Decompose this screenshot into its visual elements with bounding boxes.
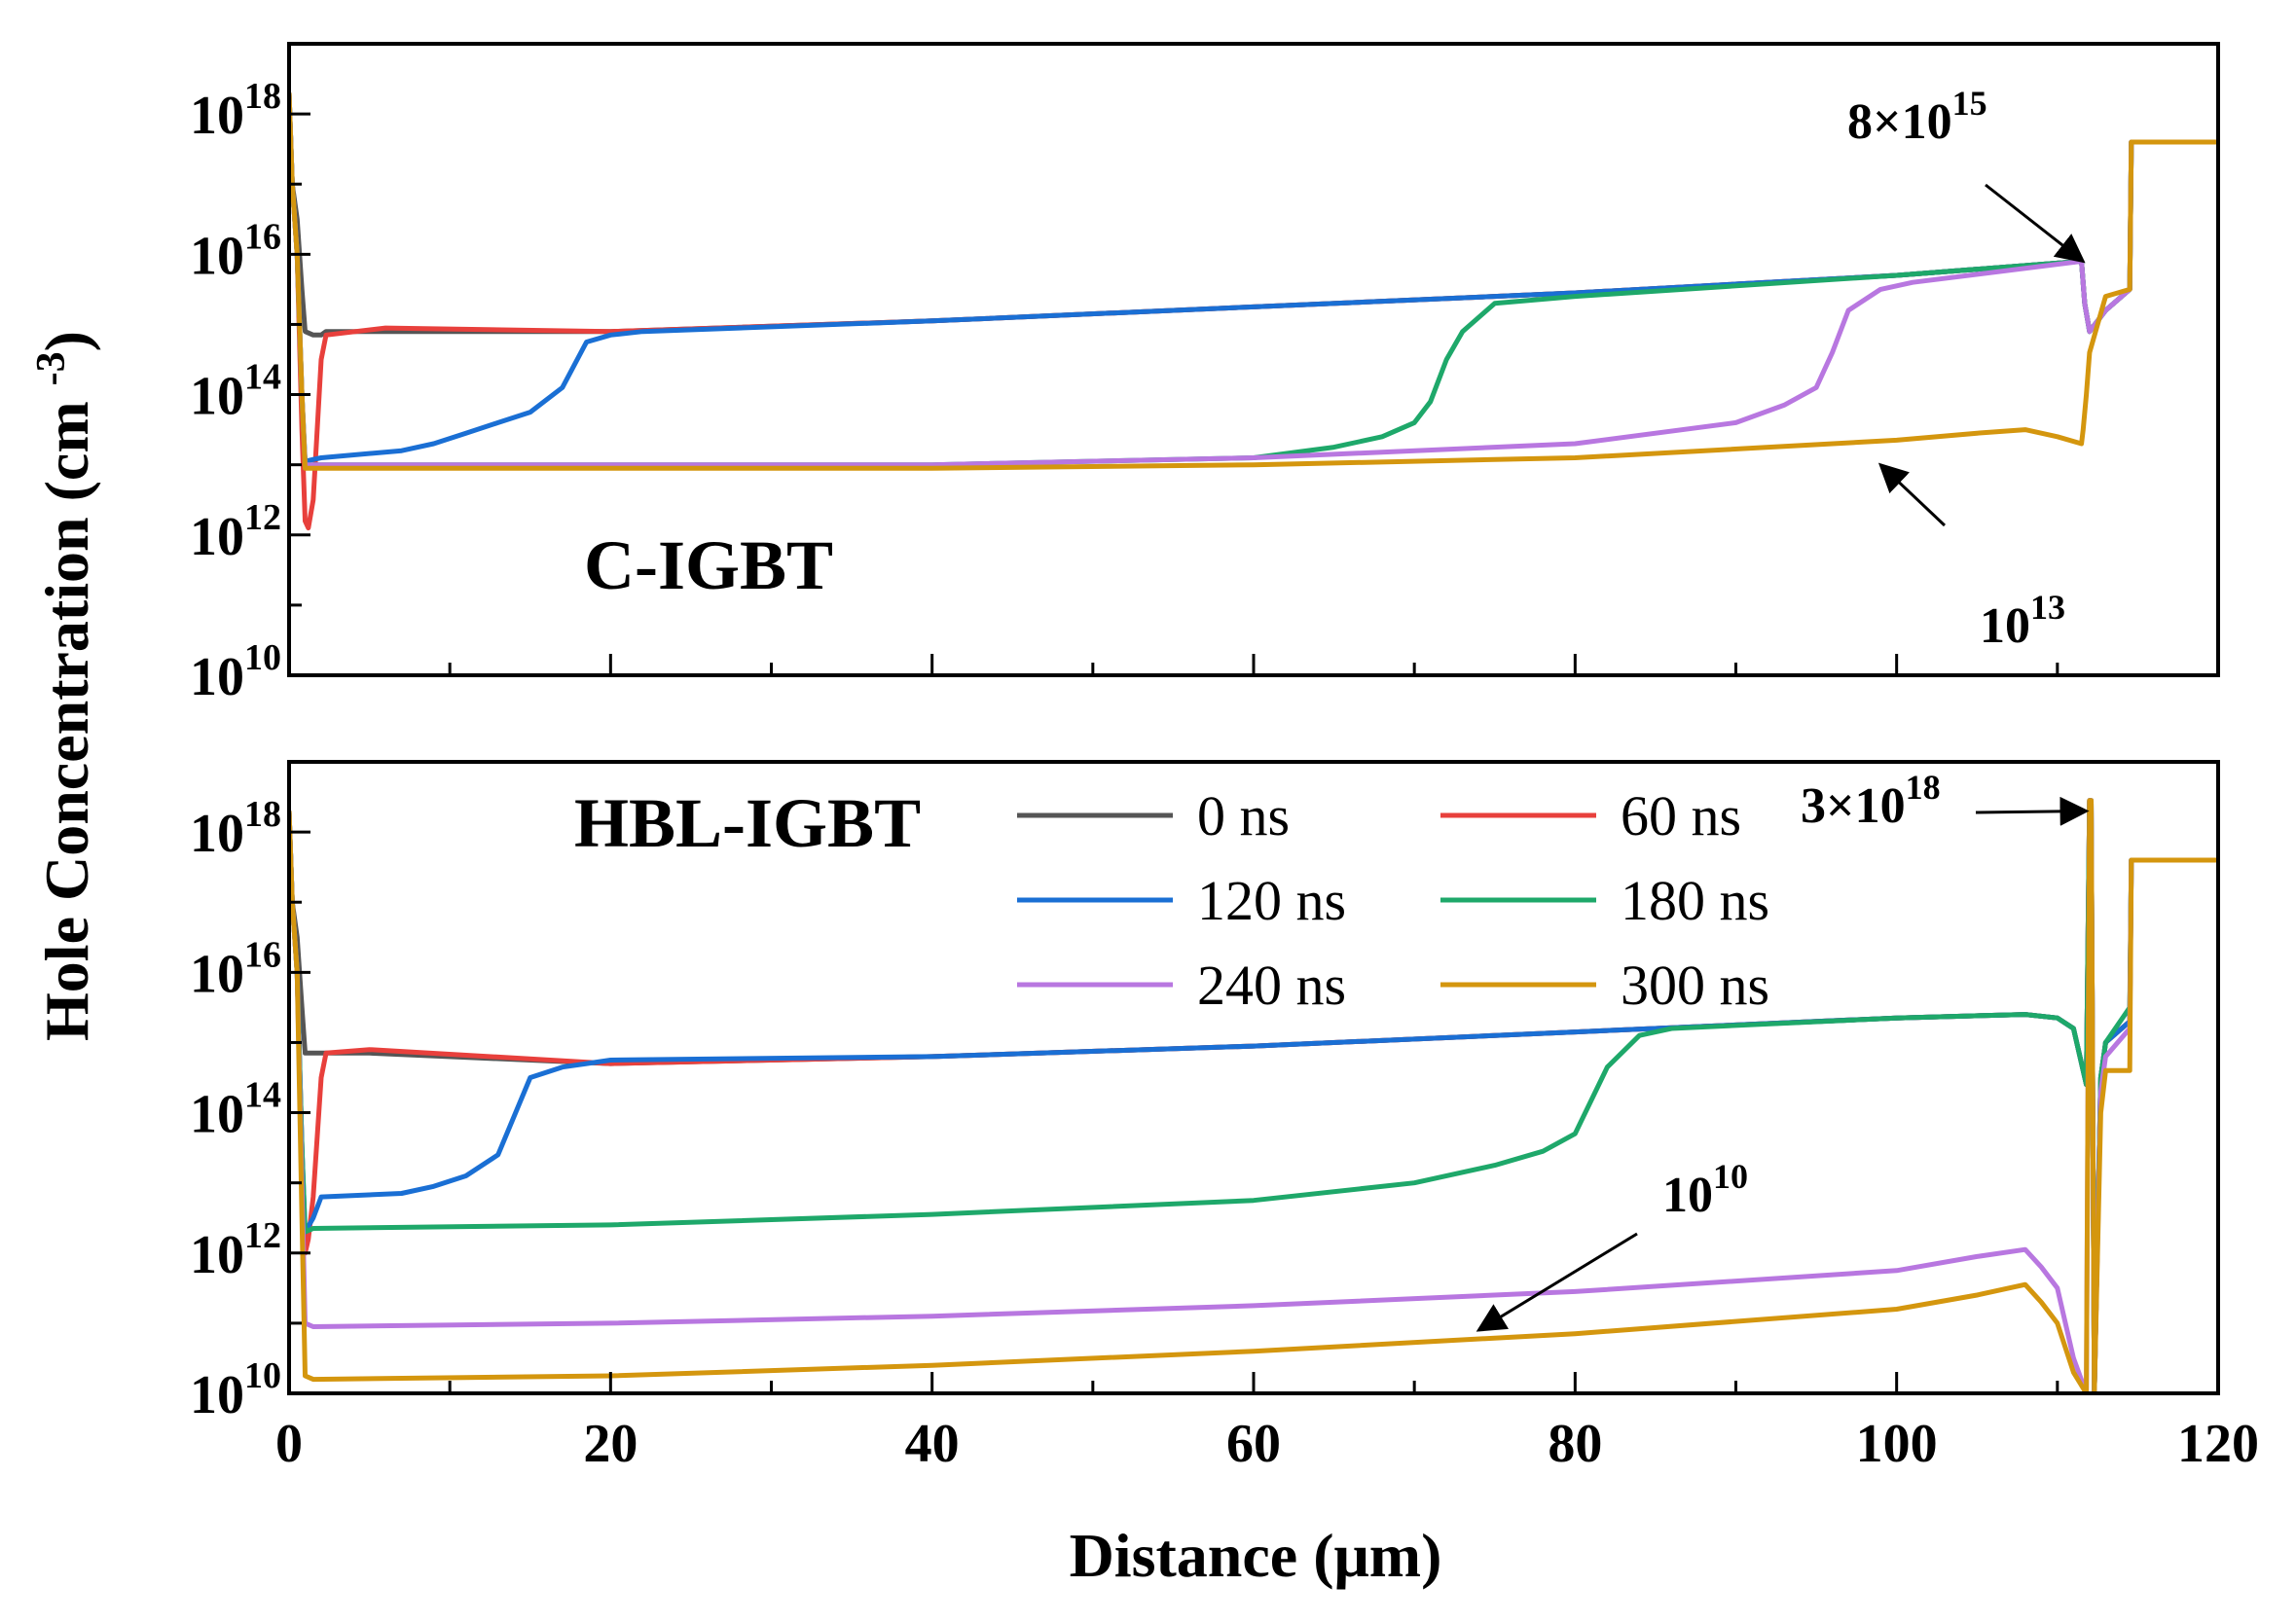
legend-label: 60 ns <box>1621 784 1741 847</box>
annotation-arrow <box>1476 1232 1638 1332</box>
x-axis-title: Distance (μm) <box>1070 1521 1442 1590</box>
y-tick-label: 1018 <box>190 794 281 864</box>
legend-label: 240 ns <box>1197 954 1346 1017</box>
annotation-base: 8×10 <box>1847 94 1952 150</box>
y-tick-label: 1014 <box>190 357 281 427</box>
y-axis-title: Hole Concentration (cm -3) <box>29 331 101 1041</box>
y-tick-base: 10 <box>190 804 244 864</box>
y-axis-title-exponent: -3 <box>29 351 74 385</box>
y-tick-label: 1010 <box>190 1355 281 1425</box>
y-tick-exponent: 10 <box>244 1355 281 1396</box>
y-tick-label: 1016 <box>190 216 281 286</box>
y-tick-base: 10 <box>190 1365 244 1425</box>
annotation-exponent: 18 <box>1906 768 1941 807</box>
y-axis-title-close: ) <box>32 331 101 351</box>
y-tick-label: 1018 <box>190 76 281 146</box>
legend-label: 300 ns <box>1621 954 1769 1017</box>
series-line-120-ns <box>289 798 2218 1393</box>
y-tick-exponent: 16 <box>244 934 281 975</box>
annotation-label: 8×1015 <box>1847 84 1987 150</box>
y-tick-exponent: 12 <box>244 497 281 538</box>
x-tick-label: 40 <box>905 1414 960 1474</box>
annotation-exponent: 13 <box>2030 588 2065 627</box>
x-tick-label: 60 <box>1226 1414 1281 1474</box>
annotation-label: 1013 <box>1980 588 2065 654</box>
y-tick-base: 10 <box>190 226 244 286</box>
y-tick-base: 10 <box>190 944 244 1004</box>
y-tick-exponent: 18 <box>244 794 281 835</box>
annotation-label: 3×1018 <box>1801 768 1941 834</box>
annotation-arrow <box>1975 796 2090 826</box>
x-tick-label: 80 <box>1548 1414 1602 1474</box>
y-tick-label: 1012 <box>190 1215 281 1285</box>
y-tick-base: 10 <box>190 507 244 567</box>
series-line-300-ns <box>289 798 2218 1393</box>
y-axis-title-text: Hole Concentration (cm <box>32 401 101 1041</box>
panel-title: C-IGBT <box>584 526 833 604</box>
series-group <box>289 92 2218 531</box>
series-group <box>289 798 2218 1393</box>
svg-text:Hole Concentration (cm -3): Hole Concentration (cm -3) <box>29 331 101 1041</box>
y-tick-base: 10 <box>190 1085 244 1145</box>
x-tick-label: 0 <box>275 1414 303 1474</box>
legend-label: 180 ns <box>1621 869 1769 932</box>
x-tick-label: 120 <box>2177 1414 2259 1474</box>
legend-label: 0 ns <box>1197 784 1290 847</box>
y-tick-base: 10 <box>190 1225 244 1285</box>
y-tick-exponent: 14 <box>244 1075 281 1116</box>
annotation-exponent: 10 <box>1713 1157 1748 1196</box>
annotation-base: 10 <box>1980 598 2030 654</box>
y-tick-base: 10 <box>190 367 244 427</box>
y-tick-label: 1012 <box>190 497 281 567</box>
series-line-300-ns <box>289 92 2218 471</box>
y-tick-label: 1010 <box>190 637 281 707</box>
annotation-exponent: 15 <box>1952 84 1987 123</box>
y-tick-exponent: 16 <box>244 216 281 257</box>
annotation-arrow <box>1877 462 1947 527</box>
y-tick-exponent: 12 <box>244 1215 281 1256</box>
x-tick-label: 20 <box>583 1414 638 1474</box>
legend-label: 120 ns <box>1197 869 1346 932</box>
y-tick-exponent: 18 <box>244 76 281 117</box>
y-tick-exponent: 10 <box>244 637 281 678</box>
y-tick-label: 1014 <box>190 1075 281 1145</box>
y-tick-exponent: 14 <box>244 357 281 398</box>
annotation-base: 10 <box>1662 1168 1713 1223</box>
y-tick-base: 10 <box>190 647 244 707</box>
annotation-label: 1010 <box>1662 1157 1748 1223</box>
y-tick-label: 1016 <box>190 934 281 1004</box>
panel-title: HBL-IGBT <box>574 784 921 862</box>
legend: 0 ns 60 ns 120 ns 180 ns 240 ns 300 ns <box>1017 784 1769 1017</box>
x-tick-label: 100 <box>1856 1414 1938 1474</box>
annotation-arrow <box>1985 183 2086 264</box>
y-tick-base: 10 <box>190 86 244 146</box>
annotation-base: 3×10 <box>1801 778 1906 834</box>
